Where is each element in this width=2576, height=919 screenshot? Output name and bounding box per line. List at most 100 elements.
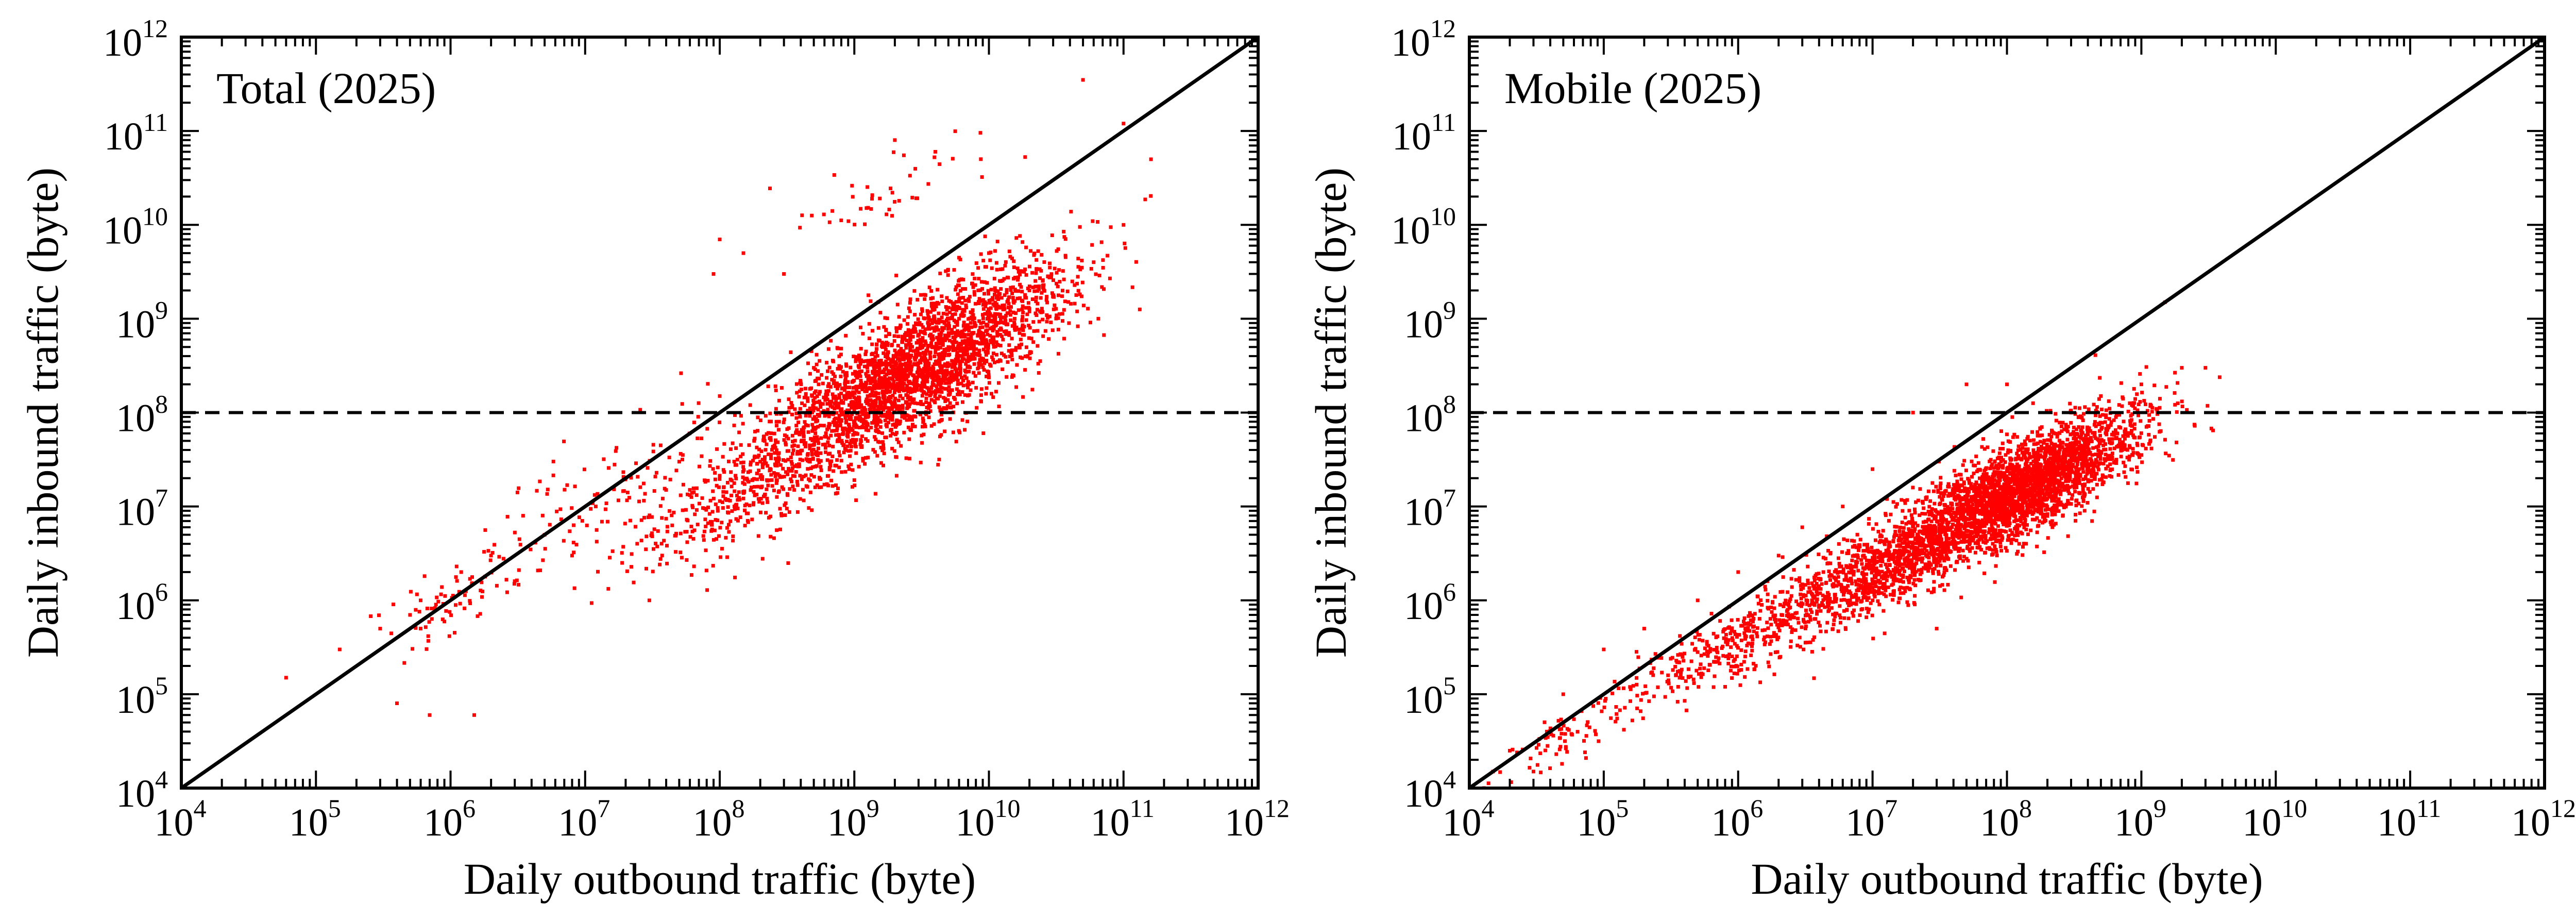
scatter-point bbox=[595, 540, 599, 544]
scatter-point bbox=[480, 595, 484, 599]
scatter-point bbox=[2206, 404, 2210, 408]
scatter-point bbox=[852, 408, 856, 411]
y-axis-label: Daily inbound traffic (byte) bbox=[18, 168, 67, 658]
scatter-point bbox=[907, 405, 911, 408]
scatter-point bbox=[425, 607, 429, 610]
scatter-point bbox=[828, 399, 832, 404]
scatter-point bbox=[914, 376, 919, 380]
scatter-point bbox=[730, 493, 733, 497]
scatter-point bbox=[870, 352, 874, 356]
scatter-point bbox=[983, 235, 987, 239]
scatter-point bbox=[992, 277, 996, 281]
scatter-point bbox=[414, 626, 418, 630]
scatter-point bbox=[979, 393, 983, 397]
scatter-point bbox=[879, 405, 884, 409]
scatter-point bbox=[945, 296, 949, 300]
scatter-point bbox=[962, 321, 966, 325]
scatter-point bbox=[952, 395, 956, 399]
scatter-point bbox=[995, 240, 999, 244]
scatter-point bbox=[1934, 484, 1938, 489]
scatter-point bbox=[705, 427, 709, 431]
scatter-point bbox=[1013, 348, 1018, 352]
scatter-point bbox=[964, 339, 968, 343]
scatter-point bbox=[733, 463, 737, 467]
scatter-point bbox=[929, 332, 933, 337]
scatter-point bbox=[1101, 258, 1105, 262]
scatter-point bbox=[755, 445, 759, 449]
scatter-point bbox=[1889, 593, 1892, 597]
scatter-point bbox=[770, 484, 774, 488]
scatter-point bbox=[1922, 538, 1926, 542]
scatter-point bbox=[905, 383, 909, 388]
scatter-point bbox=[949, 379, 953, 383]
scatter-point bbox=[811, 398, 816, 403]
scatter-point bbox=[606, 587, 611, 591]
scatter-point bbox=[543, 547, 547, 551]
scatter-point bbox=[2102, 439, 2106, 443]
scatter-point bbox=[1057, 352, 1060, 356]
scatter-point bbox=[971, 272, 975, 276]
scatter-point bbox=[642, 498, 646, 503]
y-tick-label: 106 bbox=[116, 577, 168, 628]
scatter-point bbox=[1978, 504, 1982, 508]
scatter-point bbox=[873, 387, 877, 391]
scatter-point bbox=[884, 436, 888, 440]
scatter-point bbox=[821, 443, 825, 447]
scatter-point bbox=[679, 550, 683, 555]
scatter-point bbox=[933, 326, 937, 330]
scatter-point bbox=[1062, 308, 1066, 312]
scatter-point bbox=[1100, 285, 1104, 289]
scatter-point bbox=[2138, 372, 2142, 376]
scatter-point bbox=[905, 366, 909, 371]
scatter-point bbox=[959, 313, 963, 318]
scatter-point bbox=[615, 446, 619, 450]
scatter-point bbox=[608, 556, 612, 560]
scatter-point bbox=[1999, 538, 2004, 542]
scatter-point bbox=[899, 404, 903, 408]
scatter-point bbox=[826, 452, 831, 456]
scatter-point bbox=[908, 333, 912, 337]
scatter-point bbox=[992, 324, 996, 328]
scatter-point bbox=[1034, 295, 1038, 299]
scatter-point bbox=[763, 455, 767, 459]
scatter-point bbox=[866, 206, 870, 210]
scatter-point bbox=[872, 367, 876, 372]
scatter-point bbox=[984, 345, 988, 349]
scatter-point bbox=[2070, 497, 2074, 501]
scatter-point bbox=[916, 352, 920, 356]
scatter-point bbox=[885, 416, 889, 420]
scatter-point bbox=[970, 281, 974, 286]
scatter-point bbox=[650, 515, 654, 519]
scatter-point bbox=[2081, 477, 2085, 481]
scatter-point bbox=[743, 508, 747, 512]
scatter-point bbox=[808, 443, 812, 447]
scatter-point bbox=[961, 278, 965, 281]
scatter-point bbox=[670, 523, 674, 527]
scatter-point bbox=[2096, 465, 2100, 469]
scatter-point bbox=[923, 359, 927, 363]
scatter-point bbox=[952, 268, 956, 272]
scatter-point bbox=[970, 325, 974, 329]
scatter-point bbox=[919, 402, 923, 406]
scatter-point bbox=[925, 360, 929, 364]
scatter-point bbox=[923, 339, 927, 343]
scatter-point bbox=[872, 407, 876, 411]
scatter-point bbox=[794, 424, 799, 428]
scatter-point bbox=[946, 361, 950, 365]
scatter-point bbox=[2016, 444, 2021, 448]
scatter-point bbox=[892, 334, 896, 338]
scatter-point bbox=[1061, 319, 1064, 323]
scatter-point bbox=[923, 364, 927, 368]
scatter-point bbox=[981, 347, 986, 352]
scatter-point bbox=[892, 422, 896, 426]
scatter-point bbox=[922, 350, 926, 355]
scatter-point bbox=[704, 548, 708, 553]
scatter-point bbox=[984, 359, 988, 363]
scatter-point bbox=[620, 551, 624, 555]
scatter-point bbox=[636, 475, 640, 479]
scatter-point bbox=[1935, 534, 1939, 538]
scatter-point bbox=[778, 507, 782, 511]
scatter-point bbox=[798, 407, 802, 411]
scatter-point bbox=[826, 483, 831, 488]
scatter-point bbox=[395, 701, 399, 705]
